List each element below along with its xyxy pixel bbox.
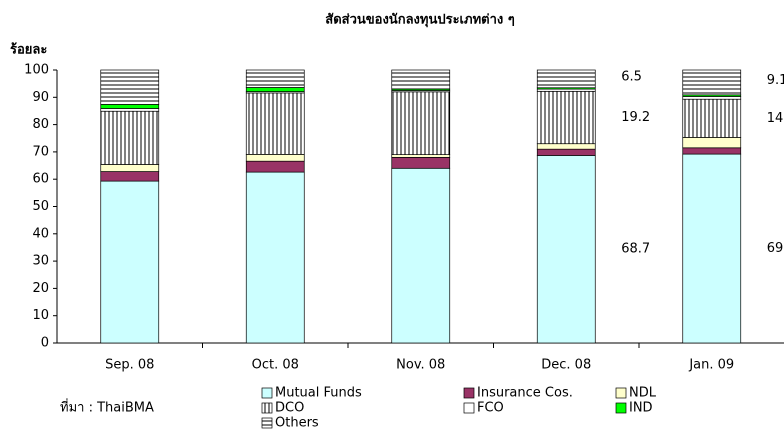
y-tick-label: 30 (32, 254, 49, 269)
x-tick-label: Dec. 08 (541, 358, 591, 373)
data-label: 9.1 (767, 73, 784, 88)
y-tick-label: 70 (32, 144, 49, 159)
legend-swatch (261, 402, 273, 414)
bar-segment (391, 167, 451, 344)
y-tick-label: 50 (32, 199, 49, 214)
bar-segment (536, 90, 596, 145)
bar-segment (100, 110, 160, 165)
x-tick-label: Jan. 09 (688, 358, 734, 373)
legend-label: IND (629, 401, 653, 416)
bar-segment (100, 180, 160, 344)
y-tick-label: 80 (32, 117, 49, 132)
bar-segment (536, 155, 596, 344)
bar-segment (245, 160, 305, 173)
legend-label: DCO (275, 401, 304, 416)
y-tick-label: 20 (32, 281, 49, 296)
bar-segment (100, 69, 160, 105)
y-tick-label: 10 (32, 308, 49, 323)
bar-segment (536, 69, 596, 89)
y-tick-label: 0 (41, 336, 49, 351)
data-label: 69.2 (767, 241, 784, 256)
y-tick-label: 60 (32, 172, 49, 187)
legend-swatch (615, 387, 627, 399)
bar-segment (391, 91, 451, 155)
data-label: 19.2 (621, 110, 650, 125)
bar-segment (245, 92, 305, 155)
data-label: 14.0 (767, 111, 784, 126)
bar-segment (682, 147, 742, 155)
data-label: 68.7 (621, 242, 650, 257)
bar-segment (100, 108, 160, 112)
legend-swatch (463, 387, 475, 399)
source: ที่มา : ThaiBMA (60, 399, 154, 416)
bar-segment (682, 137, 742, 149)
bar-segment (682, 98, 742, 138)
y-axis-label: ร้อยละ (10, 42, 47, 58)
bar-segment (100, 164, 160, 172)
bar-segment (682, 96, 742, 100)
bar-segment (682, 153, 742, 344)
legend-label: Mutual Funds (275, 386, 362, 401)
legend-swatch (261, 387, 273, 399)
bar-segment (391, 157, 451, 169)
legend-swatch (463, 402, 475, 414)
bar-segment (391, 154, 451, 158)
y-tick-label: 40 (32, 226, 49, 241)
x-tick-label: Sep. 08 (105, 358, 154, 373)
legend-swatch (261, 417, 273, 429)
y-tick-label: 100 (24, 63, 49, 78)
bar-segment (245, 154, 305, 162)
x-tick-label: Nov. 08 (396, 358, 445, 373)
legend-label: FCO (477, 401, 504, 416)
bar-segment (536, 148, 596, 156)
bar-segment (391, 69, 451, 90)
chart-title: สัดส่วนของนักลงทุนประเภทต่าง ๆ (325, 13, 514, 28)
bar-segment (245, 69, 305, 88)
bar-segment (245, 87, 305, 92)
legend-label: Others (275, 416, 319, 431)
y-tick-label: 90 (32, 90, 49, 105)
bar-segment (100, 104, 160, 109)
data-label: 6.5 (621, 69, 642, 84)
legend-label: Insurance Cos. (477, 386, 573, 401)
bar-segment (536, 143, 596, 150)
legend-label: NDL (629, 386, 657, 401)
x-tick-label: Oct. 08 (252, 358, 299, 373)
legend-swatch (615, 402, 627, 414)
bar-segment (100, 171, 160, 182)
bar-segment (245, 171, 305, 344)
bar-segment (682, 69, 742, 96)
